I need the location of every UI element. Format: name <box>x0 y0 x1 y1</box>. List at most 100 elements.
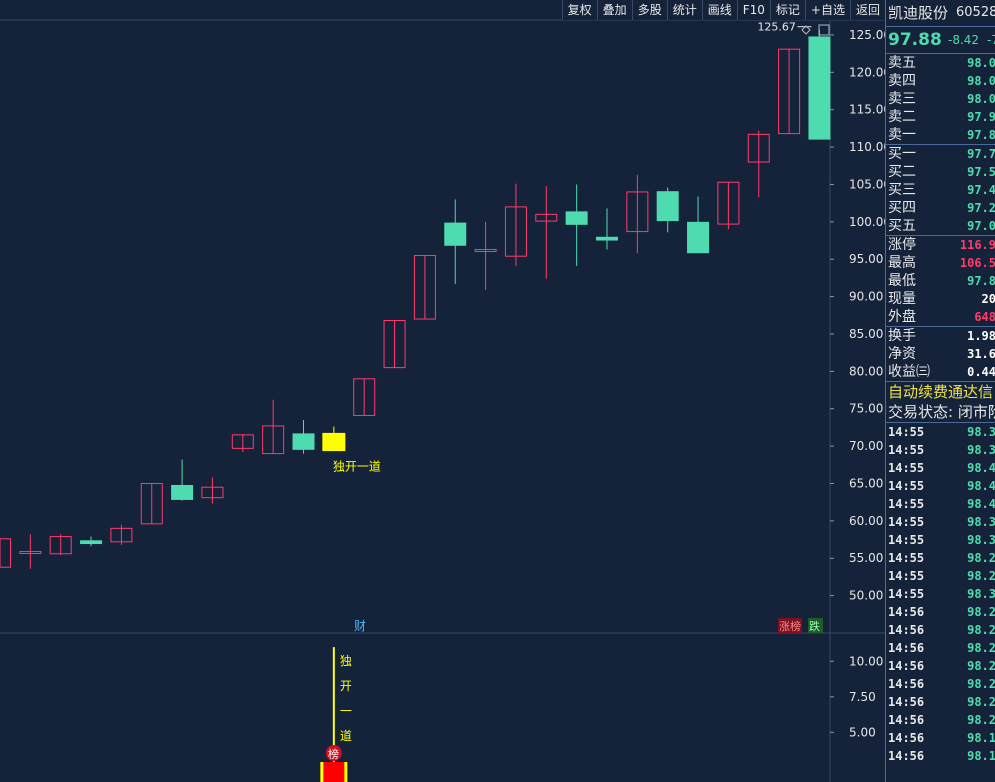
toolbar-button-8[interactable]: 返回 <box>849 0 885 20</box>
chart-toolbar: 复权 叠加 多股 统计 画线 F10 标记 +自选 返回 <box>561 0 885 20</box>
ind-label-char: 独 <box>340 654 352 668</box>
stock-code: 60528 <box>956 5 995 20</box>
tick-price: 98.1 <box>967 731 995 745</box>
y-tick-label: 70.00 <box>849 439 883 453</box>
max-price-label: 125.67 <box>757 21 796 34</box>
tick-price: 98.2 <box>967 641 995 655</box>
candle-body <box>292 433 315 450</box>
stat-row: 收益㈢ 0.44 <box>886 363 995 381</box>
tick-price: 98.4 <box>967 497 995 511</box>
bid-value: 97.5 <box>967 165 995 179</box>
legend-up: 涨榜 <box>779 619 801 633</box>
stat-label: 收益㈢ <box>888 364 930 380</box>
toolbar-button-3[interactable]: 统计 <box>666 0 702 20</box>
tick-time: 14:56 <box>888 749 925 763</box>
trading-status: 交易状态: 闭市阶 <box>888 403 995 421</box>
tick-time: 14:55 <box>888 461 925 475</box>
tick-row: 14:55 98.3 <box>886 441 995 459</box>
stat-row: 最低 97.8 <box>886 272 995 290</box>
y-tick-label: 90.00 <box>849 290 883 304</box>
tick-price: 98.2 <box>967 713 995 727</box>
candle-body <box>140 482 163 525</box>
y-tick-label: 55.00 <box>849 551 883 565</box>
ask-label: 卖三 <box>888 91 916 107</box>
tick-price: 98.2 <box>967 695 995 709</box>
tick-row: 14:55 98.3 <box>886 423 995 441</box>
y-tick-label: 75.00 <box>849 402 883 416</box>
candle-body <box>717 181 740 225</box>
stat-label: 最高 <box>888 255 916 271</box>
legend-down: 跌 <box>809 619 820 633</box>
bid-label: 买二 <box>888 164 916 180</box>
toolbar-button-1[interactable]: 叠加 <box>596 0 632 20</box>
y-tick-label: 115.00 <box>849 103 885 117</box>
y-tick-label: 110.00 <box>849 140 885 154</box>
tick-price: 98.2 <box>967 677 995 691</box>
candle-body <box>262 425 285 455</box>
tick-time: 14:55 <box>888 569 925 583</box>
tick-list[interactable]: 14:55 98.3 14:55 98.3 14:55 98.4 14:55 98.4 14:5… <box>886 422 995 765</box>
stat-row: 外盘 648 <box>886 308 995 326</box>
stats-group-2: 换手 1.98 净资 31.6 收益㈢ 0.44 <box>886 326 995 381</box>
ask-label: 卖四 <box>888 73 916 89</box>
y-tick-label: 85.00 <box>849 327 883 341</box>
ind-red-block <box>321 762 346 782</box>
y-tick-label: 105.00 <box>849 177 885 191</box>
stat-label: 现量 <box>888 291 916 307</box>
stat-label: 外盘 <box>888 309 916 325</box>
ask-label: 卖五 <box>888 55 916 71</box>
y-tick-label: 50.00 <box>849 589 883 603</box>
toolbar-button-4[interactable]: 画线 <box>701 0 737 20</box>
tick-row: 14:55 98.4 <box>886 477 995 495</box>
candle-body <box>626 191 649 233</box>
tick-price: 98.2 <box>967 569 995 583</box>
toolbar-button-6[interactable]: 标记 <box>769 0 805 20</box>
quote-line: 97.88 -8.42 -7 <box>886 26 995 53</box>
bid-row: 买一 97.7 <box>886 145 995 163</box>
notice-text: 自动续费通达信 <box>888 383 994 401</box>
tick-row: 14:56 98.2 <box>886 657 995 675</box>
toolbar-button-0[interactable]: 复权 <box>561 0 597 20</box>
tick-time: 14:56 <box>888 695 925 709</box>
toolbar-button-2[interactable]: 多股 <box>631 0 667 20</box>
ask-row: 卖二 97.9 <box>886 108 995 126</box>
ask-row: 卖一 97.8 <box>886 126 995 144</box>
tick-time: 14:55 <box>888 443 925 457</box>
tick-price: 98.1 <box>967 749 995 763</box>
candle-body <box>231 434 254 449</box>
bid-label: 买三 <box>888 182 916 198</box>
kline-chart[interactable]: 125.00 120.00 115.00 110.00 105.00 100.00 95.0… <box>0 0 885 782</box>
ind-tick-label: 7.50 <box>849 690 876 704</box>
stat-value: 31.6 <box>967 347 995 361</box>
notice-row[interactable]: 自动续费通达信 <box>886 381 995 402</box>
tick-row: 14:56 98.2 <box>886 675 995 693</box>
legend-down-bg <box>808 618 823 633</box>
stat-label: 换手 <box>888 328 916 344</box>
bang-badge-text: 榜 <box>328 747 339 761</box>
candle-body <box>0 538 11 568</box>
ask-book: 卖五 98.0 卖四 98.0 卖三 98.0 卖二 97.9 卖一 97.8 <box>886 53 995 144</box>
tick-row: 14:56 98.2 <box>886 639 995 657</box>
bang-badge <box>325 745 342 761</box>
candle-body <box>687 221 710 254</box>
tick-row: 14:55 98.3 <box>886 513 995 531</box>
tick-row: 14:56 98.1 <box>886 747 995 765</box>
bid-value: 97.4 <box>967 183 995 197</box>
bid-value: 97.2 <box>967 201 995 215</box>
tick-time: 14:56 <box>888 605 925 619</box>
bid-label: 买一 <box>888 146 916 162</box>
bid-row: 买四 97.2 <box>886 199 995 217</box>
candle-annotation: 独开一道 <box>333 460 381 474</box>
toolbar-button-7[interactable]: +自选 <box>804 0 850 20</box>
tick-time: 14:56 <box>888 623 925 637</box>
tick-time: 14:56 <box>888 677 925 691</box>
tick-time: 14:55 <box>888 479 925 493</box>
y-tick-label: 125.00 <box>849 28 885 42</box>
toolbar-button-5[interactable]: F10 <box>736 0 770 20</box>
stock-name: 凯迪股份 <box>888 4 949 22</box>
tick-row: 14:56 98.1 <box>886 729 995 747</box>
bid-row: 买二 97.5 <box>886 163 995 181</box>
stat-value: 648 <box>974 310 995 324</box>
y-tick-label: 95.00 <box>849 252 883 266</box>
ask-row: 卖四 98.0 <box>886 72 995 90</box>
